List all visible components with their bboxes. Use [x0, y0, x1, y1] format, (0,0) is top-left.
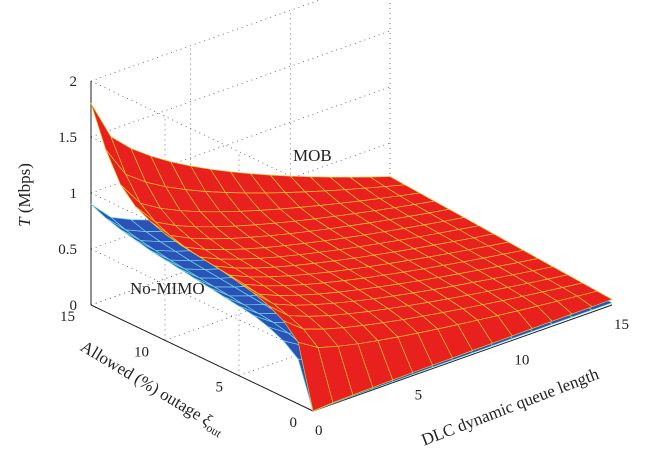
surface-0-face — [297, 341, 334, 412]
series-label-no-mimo: No-MIMO — [130, 279, 205, 298]
x-axis-title: DLC dynamic queue length — [419, 364, 602, 449]
surface-0 — [90, 103, 613, 412]
z-axis-title-unit: (Mbps) — [15, 163, 34, 217]
y-tick-label: 0 — [290, 415, 298, 431]
grid-line-z-side-2 — [90, 192, 314, 300]
surface-1-face — [90, 203, 127, 231]
y-tick-label: 15 — [60, 309, 75, 325]
grid-line-z-back-3 — [90, 30, 391, 138]
z-axis-title: T (Mbps) — [15, 163, 34, 227]
x-tick-label: 5 — [415, 388, 423, 404]
y-tick-label: 10 — [134, 344, 149, 360]
grid-line-z-back-4 — [90, 0, 321, 82]
x-tick-label: 0 — [315, 423, 323, 439]
z-tick-label: 2 — [70, 74, 78, 90]
z-tick-label: 0 — [70, 298, 78, 314]
grid-line-z-side-1 — [90, 248, 314, 356]
axes-layer — [90, 81, 613, 412]
surface-0-face — [90, 103, 127, 175]
z-axis-title-var: T — [15, 216, 34, 227]
x-tick-label: 10 — [514, 352, 529, 368]
z-tick-label: 0.5 — [58, 242, 77, 258]
grid-line-z-side-4 — [90, 80, 314, 188]
z-tick-label: 1 — [70, 186, 78, 202]
y-tick-label: 5 — [216, 380, 224, 396]
y-axis-line — [90, 304, 314, 412]
y-axis-title: Allowed (%) outage ξout — [76, 337, 229, 441]
surface-layer — [90, 103, 613, 412]
x-tick-label: 15 — [614, 317, 629, 333]
series-label-mob: MOB — [293, 146, 332, 165]
z-tick-label: 1.5 — [58, 130, 77, 146]
x-axis-line — [312, 304, 613, 412]
